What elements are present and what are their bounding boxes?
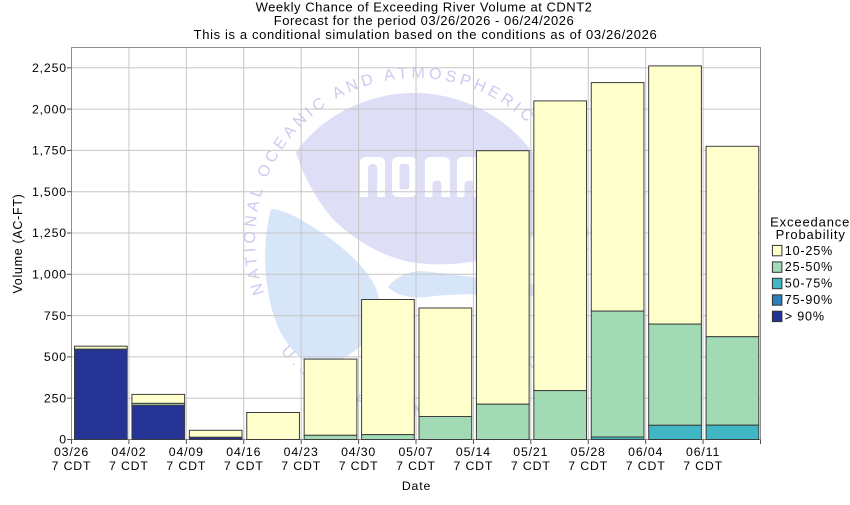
svg-text:10-25%: 10-25% [785, 244, 833, 258]
svg-text:750: 750 [44, 309, 67, 323]
svg-text:1,500: 1,500 [32, 185, 67, 199]
svg-text:05/14: 05/14 [456, 445, 491, 459]
svg-text:7 CDT: 7 CDT [109, 459, 149, 473]
svg-text:0: 0 [59, 433, 67, 447]
svg-text:05/21: 05/21 [513, 445, 548, 459]
svg-text:7 CDT: 7 CDT [166, 459, 206, 473]
svg-text:04/16: 04/16 [226, 445, 261, 459]
svg-text:7 CDT: 7 CDT [626, 459, 666, 473]
svg-text:7 CDT: 7 CDT [511, 459, 551, 473]
svg-text:06/11: 06/11 [686, 445, 720, 459]
svg-text:7 CDT: 7 CDT [281, 459, 321, 473]
svg-text:7 CDT: 7 CDT [52, 459, 92, 473]
svg-text:1,250: 1,250 [32, 226, 67, 240]
svg-text:03/26: 03/26 [54, 445, 89, 459]
svg-text:1,000: 1,000 [32, 268, 67, 282]
svg-text:This is a conditional simulati: This is a conditional simulation based o… [194, 27, 658, 42]
svg-text:7 CDT: 7 CDT [454, 459, 494, 473]
svg-text:25-50%: 25-50% [785, 260, 833, 274]
svg-text:Forecast for the period 03/26/: Forecast for the period 03/26/2026 - 06/… [274, 13, 575, 28]
svg-text:2,250: 2,250 [32, 61, 67, 75]
svg-text:50-75%: 50-75% [785, 277, 833, 291]
svg-text:7 CDT: 7 CDT [224, 459, 264, 473]
svg-text:05/07: 05/07 [398, 445, 433, 459]
svg-text:7 CDT: 7 CDT [683, 459, 723, 473]
svg-text:7 CDT: 7 CDT [396, 459, 436, 473]
svg-text:04/30: 04/30 [341, 445, 376, 459]
svg-text:7 CDT: 7 CDT [568, 459, 608, 473]
svg-text:Probability: Probability [776, 227, 846, 242]
svg-text:06/04: 06/04 [628, 445, 663, 459]
svg-text:500: 500 [44, 350, 67, 364]
svg-text:2,000: 2,000 [32, 102, 67, 116]
svg-text:Date: Date [402, 479, 431, 493]
svg-text:Exceedance: Exceedance [770, 214, 850, 229]
svg-text:> 90%: > 90% [785, 310, 825, 324]
svg-text:Volume (AC-FT): Volume (AC-FT) [11, 193, 25, 293]
svg-text:Weekly Chance of Exceeding Riv: Weekly Chance of Exceeding River Volume … [256, 0, 593, 14]
svg-text:05/28: 05/28 [571, 445, 606, 459]
svg-text:04/02: 04/02 [111, 445, 146, 459]
svg-text:04/23: 04/23 [284, 445, 319, 459]
svg-text:250: 250 [44, 391, 67, 405]
svg-text:1,750: 1,750 [32, 144, 67, 158]
svg-text:75-90%: 75-90% [785, 293, 833, 307]
svg-text:7 CDT: 7 CDT [339, 459, 379, 473]
svg-text:04/09: 04/09 [169, 445, 204, 459]
